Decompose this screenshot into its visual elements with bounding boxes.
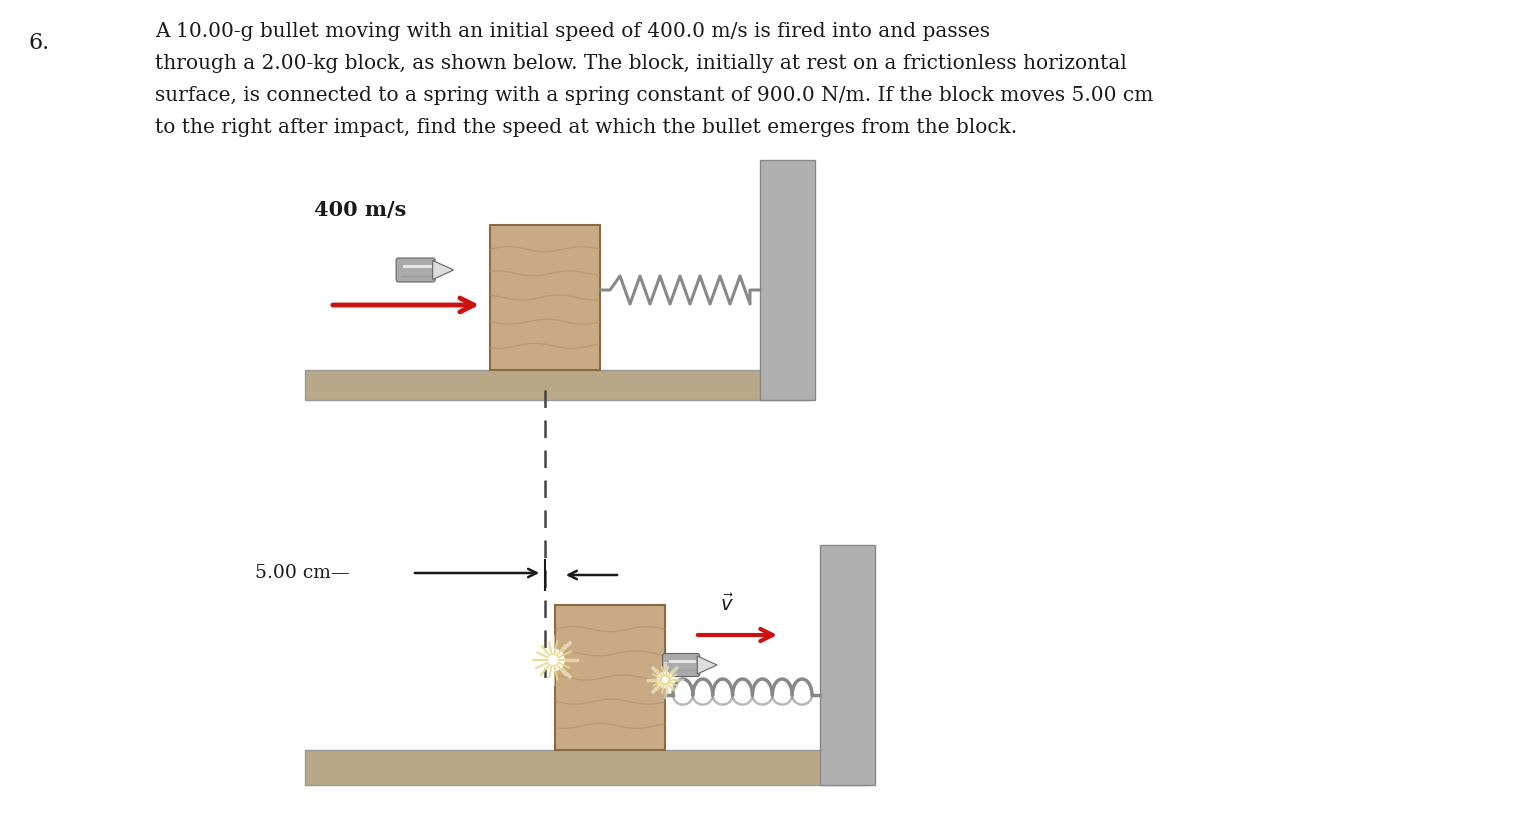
Bar — [305, 750, 870, 785]
Text: surface, is connected to a spring with a spring constant of 900.0 N/m. If the bl: surface, is connected to a spring with a… — [155, 86, 1154, 105]
FancyBboxPatch shape — [662, 654, 700, 676]
Text: $\vec{v}$: $\vec{v}$ — [720, 594, 733, 615]
Text: A 10.00-g bullet moving with an initial speed of 400.0 m/s is fired into and pas: A 10.00-g bullet moving with an initial … — [155, 22, 990, 41]
FancyBboxPatch shape — [396, 258, 436, 282]
Text: 400 m/s: 400 m/s — [314, 200, 407, 220]
Circle shape — [542, 649, 565, 671]
Text: 5.00 cm—: 5.00 cm— — [255, 564, 351, 582]
Bar — [305, 370, 811, 400]
Text: through a 2.00-kg block, as shown below. The block, initially at rest on a frict: through a 2.00-kg block, as shown below.… — [155, 54, 1126, 73]
Text: 6.: 6. — [27, 32, 49, 54]
Polygon shape — [697, 656, 716, 674]
Bar — [761, 160, 815, 400]
Bar — [556, 605, 665, 750]
Text: to the right after impact, find the speed at which the bullet emerges from the b: to the right after impact, find the spee… — [155, 118, 1017, 137]
Bar — [490, 225, 600, 370]
Bar — [820, 545, 874, 785]
Circle shape — [657, 672, 672, 688]
Polygon shape — [433, 261, 454, 279]
